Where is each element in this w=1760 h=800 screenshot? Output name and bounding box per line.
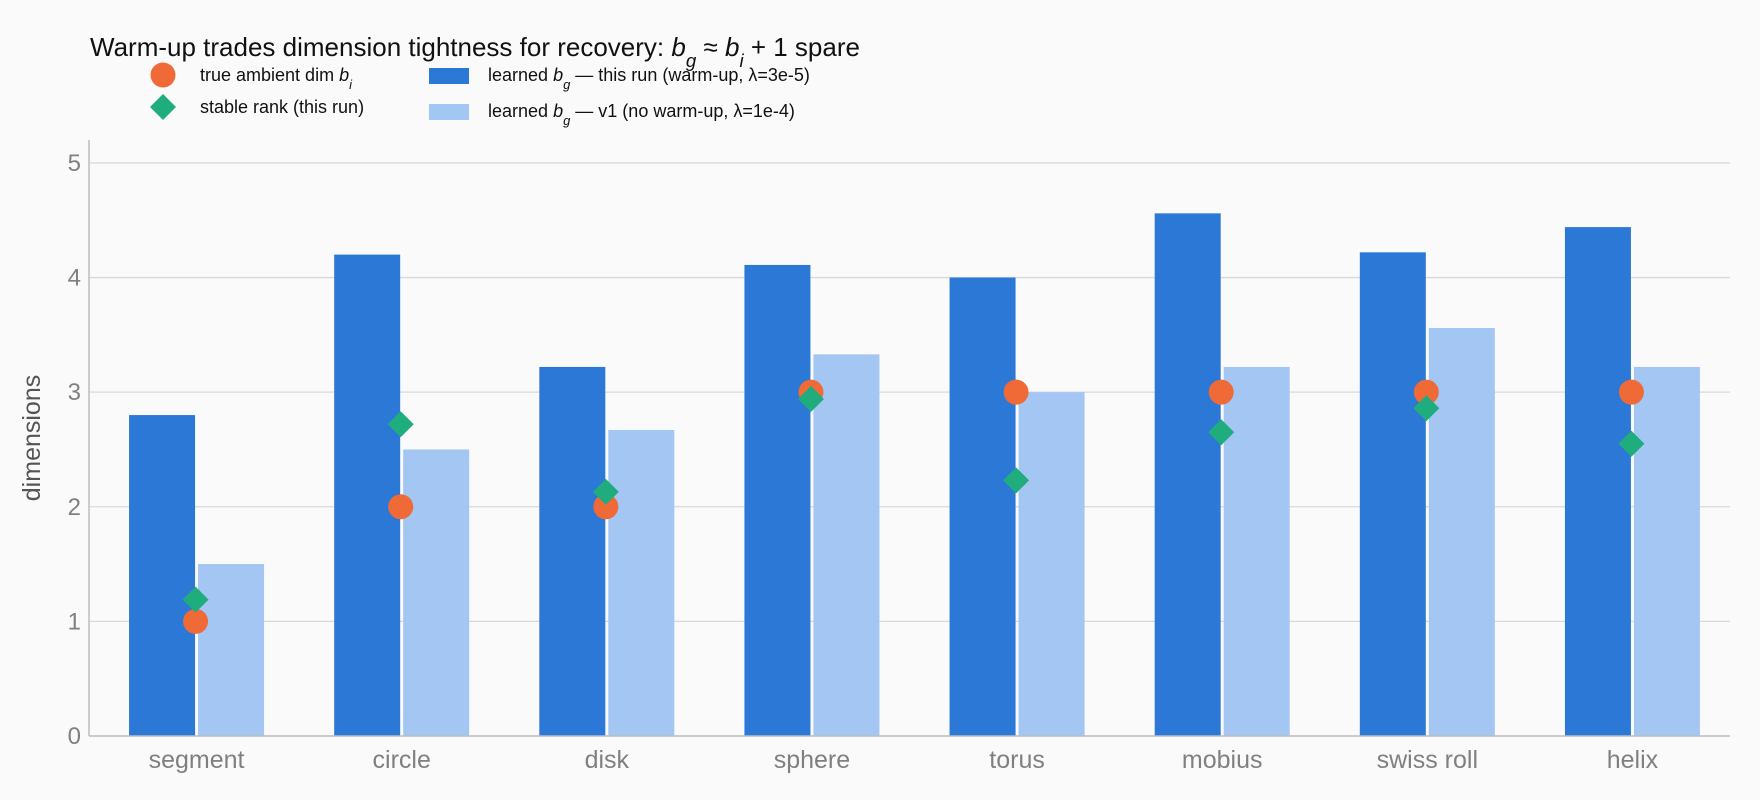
text-part: — v1 (no warm-up, λ=1e-4): [570, 101, 795, 121]
marker-true_dim: [183, 608, 209, 634]
bar-bg_this: [1154, 213, 1221, 736]
text-part: b: [339, 65, 349, 85]
legend-swatch-stable_rank: [150, 94, 176, 120]
y-tick-label: 1: [68, 608, 81, 635]
bar-bg_this: [949, 277, 1016, 736]
text-part: Warm-up trades dimension tightness for r…: [90, 32, 671, 62]
marker-stable_rank: [1208, 419, 1235, 446]
text-part: b: [553, 101, 563, 121]
bar-bg_this: [744, 264, 811, 736]
bar-bg_this: [1564, 227, 1631, 736]
marker-true_dim: [1413, 379, 1439, 405]
marker-true_dim: [388, 494, 414, 520]
chart-title: Warm-up trades dimension tightness for r…: [90, 32, 860, 71]
bar-bg_this: [1359, 252, 1426, 737]
bar-bg_v1: [813, 354, 880, 736]
text-part: learned: [488, 101, 553, 121]
y-axis-ticks: 0 1 2 3 4 5: [68, 150, 81, 750]
text-part: g: [686, 50, 697, 71]
text-part: ≈: [696, 32, 725, 62]
marker-stable_rank: [1003, 467, 1030, 494]
text-part: true ambient dim: [200, 65, 339, 85]
legend-swatch-bg_this: [429, 68, 469, 84]
text-part: b: [553, 65, 563, 85]
marker-stable_rank: [797, 386, 824, 413]
x-category-label: circle: [373, 746, 431, 774]
legend-swatch-bg_v1: [429, 104, 469, 120]
legend-label-bg_this: learned bg — this run (warm-up, λ=3e-5): [488, 65, 810, 92]
text-part: b: [725, 32, 739, 62]
marker-true_dim: [1003, 379, 1029, 405]
text-part: i: [739, 50, 744, 71]
text-part: g: [563, 113, 571, 128]
legend-label-true_dim: true ambient dim bi: [200, 65, 353, 92]
bar-bg_v1: [198, 564, 265, 736]
text-part: b: [671, 32, 685, 62]
marker-stable_rank: [592, 478, 619, 505]
bar-bg_v1: [1428, 327, 1495, 736]
y-tick-label: 4: [68, 265, 81, 292]
text-part: learned: [488, 65, 553, 85]
marker-stable_rank: [387, 411, 414, 438]
x-category-label: swiss roll: [1377, 746, 1478, 774]
marker-stable_rank: [182, 586, 209, 613]
bar-bg_this: [129, 415, 196, 736]
y-tick-label: 2: [68, 494, 81, 521]
legend-swatch-true_dim: [150, 62, 176, 88]
text-part: i: [349, 77, 353, 92]
bar-bg_this: [539, 366, 606, 736]
text-part: stable rank (this run): [200, 97, 364, 117]
bar-bg_v1: [1633, 366, 1700, 736]
x-category-label: torus: [989, 746, 1045, 774]
x-category-label: sphere: [774, 746, 850, 774]
markers: [182, 379, 1645, 634]
text-part: g: [563, 77, 571, 92]
y-tick-label: 0: [68, 723, 81, 750]
legend-label-bg_v1: learned bg — v1 (no warm-up, λ=1e-4): [488, 101, 795, 128]
x-category-label: mobius: [1182, 746, 1263, 774]
bars: [129, 213, 1700, 737]
y-axis-label: dimensions: [18, 375, 46, 501]
marker-true_dim: [593, 494, 619, 520]
bar-bg_v1: [1223, 366, 1290, 736]
x-category-label: segment: [149, 746, 245, 774]
bar-bg_v1: [608, 429, 675, 736]
marker-true_dim: [1618, 379, 1644, 405]
y-tick-label: 5: [68, 150, 81, 177]
bar-bg_v1: [403, 449, 470, 736]
bar-bg_v1: [1018, 392, 1085, 736]
x-category-label: disk: [585, 746, 630, 774]
bar-bg_this: [334, 254, 401, 736]
marker-stable_rank: [1618, 430, 1645, 457]
text-part: — this run (warm-up, λ=3e-5): [570, 65, 810, 85]
text-part: + 1 spare: [744, 32, 860, 62]
marker-stable_rank: [1413, 395, 1440, 422]
x-axis-labels: segment circle disk sphere torus mobius swiss …: [149, 746, 1659, 774]
x-category-label: helix: [1607, 746, 1659, 774]
legend-label-stable_rank: stable rank (this run): [200, 97, 364, 117]
marker-true_dim: [1208, 379, 1234, 405]
y-tick-label: 3: [68, 379, 81, 406]
